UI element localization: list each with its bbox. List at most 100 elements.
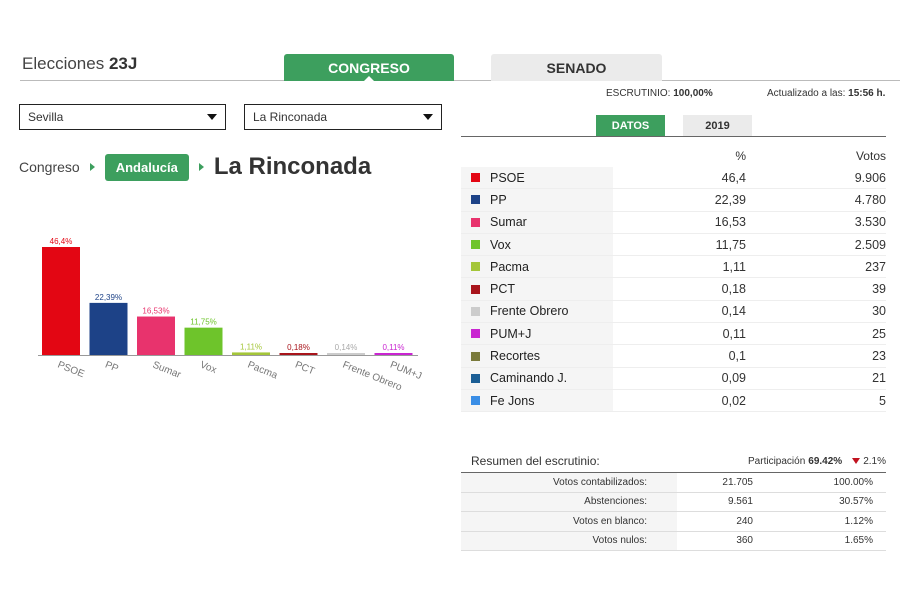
results-rows: PSOE 46,4 9.906 PP 22,39 4.780 Sumar 16,53 3.530… — [461, 167, 886, 413]
title-election: 23J — [108, 54, 138, 73]
arrow-down-icon — [852, 458, 861, 464]
tab-senado-label: SENADO — [546, 59, 607, 76]
party-votes: 4.780 — [854, 192, 886, 207]
party-color-swatch — [471, 329, 480, 339]
escrutinio-value: 100,00% — [673, 88, 713, 99]
tab-2019[interactable]: 2019 — [683, 115, 752, 137]
bar-sumar — [137, 316, 175, 355]
title-prefix: Elecciones — [22, 54, 105, 73]
party-name: Caminando J. — [490, 371, 568, 386]
party-name: Vox — [490, 237, 511, 252]
tab-senado[interactable]: SENADO — [491, 54, 662, 81]
party-pct: 0,14 — [721, 304, 746, 319]
tab-congreso-label: CONGRESO — [328, 59, 410, 76]
updated-value: 15:56 h. — [848, 88, 886, 99]
party-name: Sumar — [490, 215, 527, 230]
party-name: Recortes — [490, 349, 541, 364]
updated-status: Actualizado a las: 15:56 h. — [767, 88, 885, 99]
table-row: Sumar 16,53 3.530 — [461, 211, 886, 234]
party-cell: Pacma — [461, 256, 613, 278]
tab-datos-label: DATOS — [611, 120, 650, 132]
x-tick-label: Vox — [198, 360, 218, 376]
results-bar-chart: 46,4% PSOE 22,39% PP 16,53% Sumar 11,75% Vox 1,1… — [38, 237, 423, 393]
updated-label: Actualizado a las: — [767, 88, 846, 99]
summary-header: Resumen del escrutinio: Participación 69… — [461, 452, 886, 470]
breadcrumb-congreso-link[interactable]: Congreso — [19, 159, 80, 175]
summary-divider — [461, 472, 886, 473]
table-row: PUM+J 0,11 25 — [461, 323, 886, 346]
party-pct: 0,18 — [721, 282, 746, 297]
bar-value-label: 0,18% — [287, 343, 310, 352]
summary-pct: 100.00% — [833, 476, 873, 488]
chevron-down-icon — [207, 114, 217, 120]
tab-2019-label: 2019 — [705, 120, 730, 132]
bar-value-label: 0,14% — [335, 343, 358, 352]
party-pct: 1,11 — [722, 259, 746, 274]
bar-value-label: 16,53% — [142, 307, 169, 316]
party-votes: 237 — [865, 259, 886, 274]
party-votes: 39 — [872, 282, 886, 297]
party-name: PP — [490, 192, 507, 207]
summary-row: Votos en blanco: 240 1.12% — [461, 512, 886, 532]
bar-psoe — [42, 247, 80, 355]
x-tick-label: PCT — [293, 360, 316, 378]
party-pct: 22,39 — [714, 192, 746, 207]
party-color-swatch — [471, 262, 480, 272]
party-votes: 30 — [872, 304, 886, 319]
table-row: Vox 11,75 2.509 — [461, 233, 886, 257]
party-color-swatch — [471, 173, 480, 183]
caret-right-icon — [89, 163, 95, 171]
summary-pct: 1.65% — [844, 535, 873, 547]
party-pct: 16,53 — [714, 215, 746, 230]
table-row: Caminando J. 0,09 21 — [461, 367, 886, 390]
summary-panel: Resumen del escrutinio: Participación 69… — [461, 452, 886, 551]
breadcrumb: Congreso Andalucía La Rinconada — [19, 152, 371, 182]
party-cell: Fe Jons — [461, 389, 613, 412]
party-cell: Sumar — [461, 211, 613, 233]
bar-pct — [279, 353, 318, 355]
summary-label: Abstenciones: — [461, 492, 677, 511]
party-color-swatch — [471, 240, 480, 250]
header-votes: Votos — [855, 149, 886, 163]
bar-value-label: 46,4% — [50, 237, 73, 246]
party-name: Pacma — [490, 259, 529, 274]
participation-label: Participación — [748, 455, 806, 467]
table-row: Pacma 1,11 237 — [461, 256, 886, 279]
province-select-value: Sevilla — [28, 110, 64, 124]
summary-row: Abstenciones: 9.561 30.57% — [461, 492, 886, 512]
party-pct: 46,4 — [721, 170, 746, 185]
caret-right-icon — [198, 163, 204, 171]
summary-row: Votos contabilizados: 21.705 100.00% — [461, 473, 886, 493]
party-cell: PUM+J — [461, 323, 613, 345]
summary-label: Votos contabilizados: — [461, 473, 677, 492]
table-row: Recortes 0,1 23 — [461, 345, 886, 368]
header-party — [461, 145, 613, 167]
party-cell: Recortes — [461, 345, 613, 367]
escrutinio-label: ESCRUTINIO: — [606, 88, 671, 99]
party-pct: 11,75 — [715, 237, 746, 252]
party-name: PCT — [490, 282, 515, 297]
party-cell: Frente Obrero — [461, 300, 613, 323]
party-name: PSOE — [490, 170, 525, 185]
province-select[interactable]: Sevilla — [19, 104, 226, 130]
party-votes: 5 — [879, 393, 886, 408]
escrutinio-status: ESCRUTINIO: 100,00% — [606, 88, 713, 99]
summary-row: Votos nulos: 360 1.65% — [461, 531, 886, 551]
municipality-select[interactable]: La Rinconada — [244, 104, 442, 130]
summary-pct: 1.12% — [844, 515, 873, 527]
page-title: Elecciones 23J — [22, 54, 137, 74]
x-tick-label: Sumar — [151, 360, 183, 381]
x-tick-label: Pacma — [246, 360, 279, 382]
tab-datos[interactable]: DATOS — [596, 115, 665, 137]
table-row: PP 22,39 4.780 — [461, 189, 886, 212]
bar-value-label: 0,11% — [382, 343, 404, 352]
participation-change: 2.1% — [863, 455, 886, 467]
party-pct: 0,09 — [721, 371, 746, 386]
breadcrumb-region-button[interactable]: Andalucía — [104, 153, 189, 181]
tab-congreso[interactable]: CONGRESO — [284, 54, 454, 82]
party-name: PUM+J — [490, 326, 532, 341]
summary-rows: Votos contabilizados: 21.705 100.00% Absten… — [461, 473, 886, 551]
party-color-swatch — [471, 373, 480, 383]
header-divider — [20, 80, 900, 81]
party-cell: PCT — [461, 278, 613, 300]
